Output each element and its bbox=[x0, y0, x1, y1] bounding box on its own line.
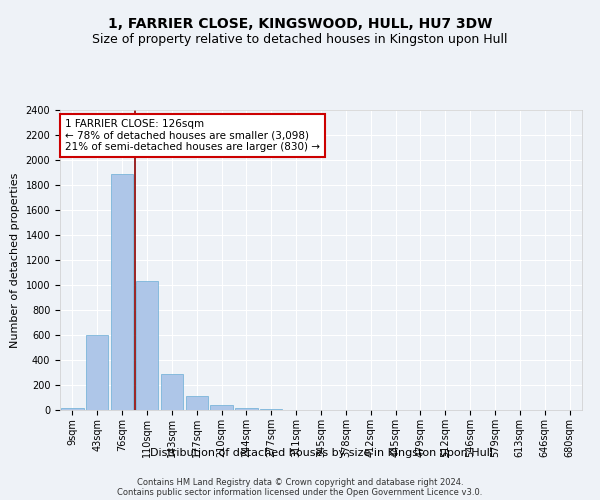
Bar bbox=[86, 335, 109, 410]
Text: Size of property relative to detached houses in Kingston upon Hull: Size of property relative to detached ho… bbox=[92, 32, 508, 46]
Y-axis label: Number of detached properties: Number of detached properties bbox=[10, 172, 20, 348]
Bar bbox=[136, 281, 158, 410]
Bar bbox=[111, 174, 133, 410]
Text: 1, FARRIER CLOSE, KINGSWOOD, HULL, HU7 3DW: 1, FARRIER CLOSE, KINGSWOOD, HULL, HU7 3… bbox=[108, 18, 492, 32]
Bar bbox=[211, 405, 233, 410]
Text: Contains public sector information licensed under the Open Government Licence v3: Contains public sector information licen… bbox=[118, 488, 482, 497]
Text: 1 FARRIER CLOSE: 126sqm
← 78% of detached houses are smaller (3,098)
21% of semi: 1 FARRIER CLOSE: 126sqm ← 78% of detache… bbox=[65, 119, 320, 152]
Bar bbox=[260, 409, 283, 410]
Bar bbox=[61, 408, 83, 410]
Bar bbox=[185, 396, 208, 410]
Text: Contains HM Land Registry data © Crown copyright and database right 2024.: Contains HM Land Registry data © Crown c… bbox=[137, 478, 463, 487]
Bar bbox=[235, 408, 257, 410]
Bar bbox=[161, 374, 183, 410]
Text: Distribution of detached houses by size in Kingston upon Hull: Distribution of detached houses by size … bbox=[149, 448, 493, 458]
